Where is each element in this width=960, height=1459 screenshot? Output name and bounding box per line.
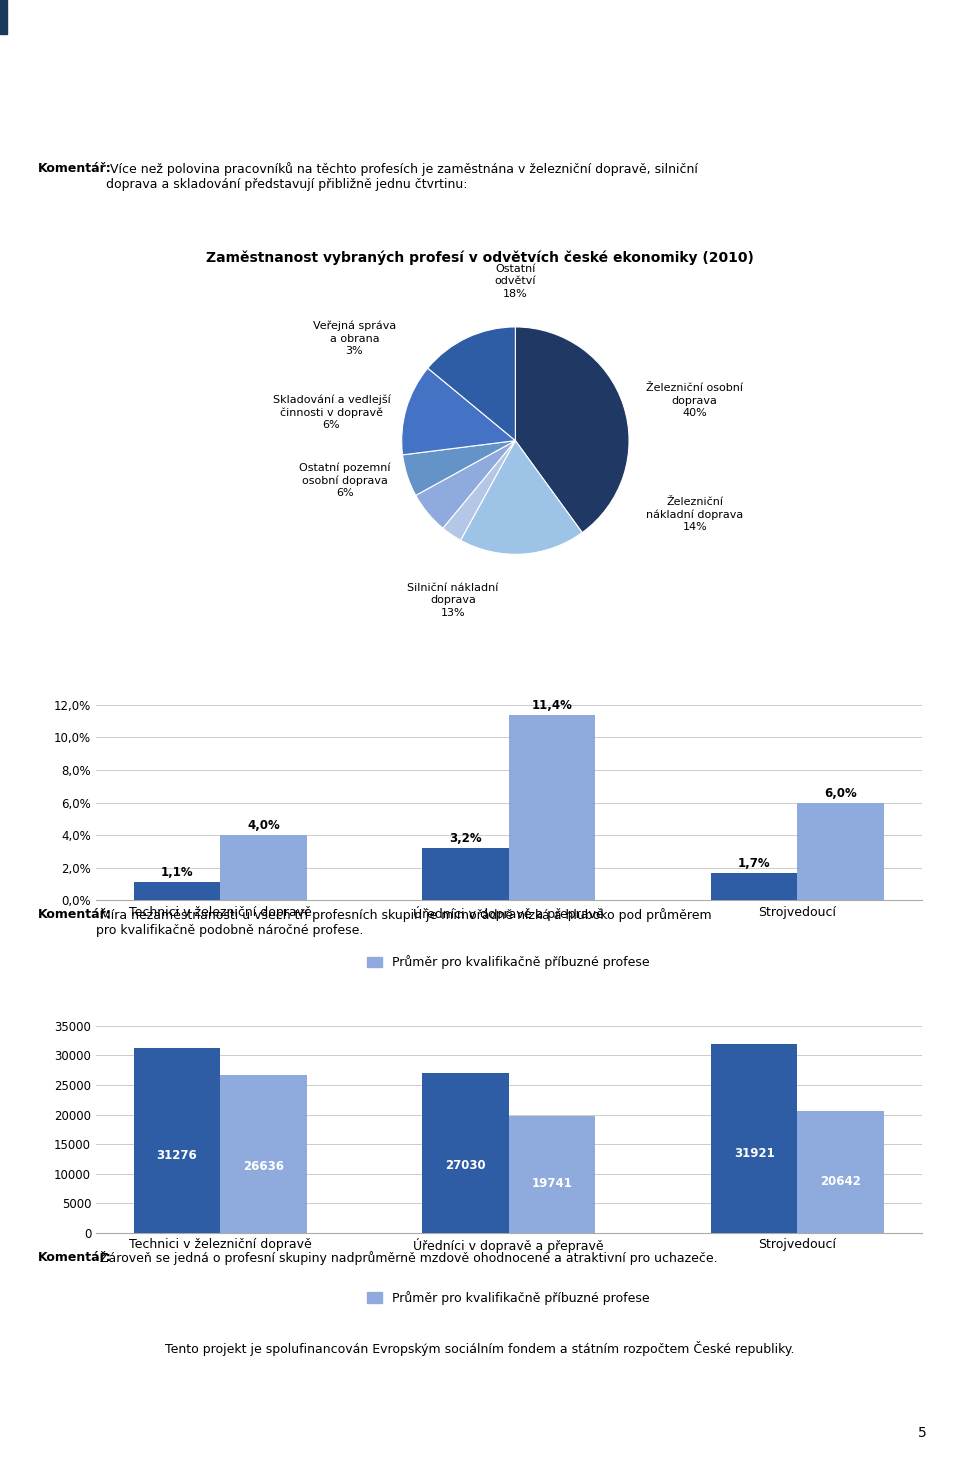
- Text: 31921: 31921: [733, 1147, 775, 1160]
- Text: 3,2%: 3,2%: [449, 832, 482, 845]
- Bar: [0, 0, 7, 34]
- Text: 31276: 31276: [156, 1148, 197, 1161]
- Wedge shape: [461, 441, 582, 554]
- Text: Komentář:: Komentář:: [37, 162, 111, 175]
- Text: Komentář:: Komentář:: [37, 907, 111, 921]
- Text: 27030: 27030: [445, 1160, 486, 1172]
- Bar: [509, 1116, 595, 1233]
- Legend: Průměr pro kvalifikačně příbuzné profese: Průměr pro kvalifikačně příbuzné profese: [363, 1285, 655, 1310]
- Text: 20642: 20642: [821, 1174, 861, 1188]
- Bar: [798, 802, 884, 900]
- Text: Veřejná správa
a obrana
3%: Veřejná správa a obrana 3%: [313, 321, 396, 356]
- Bar: [133, 883, 220, 900]
- Text: Ostatní
odvětví
18%: Ostatní odvětví 18%: [494, 264, 536, 299]
- Wedge shape: [416, 441, 516, 528]
- Legend: Průměr pro kvalifikačně příbuzné profese: Průměr pro kvalifikačně příbuzné profese: [363, 950, 655, 975]
- Text: Více než polovina pracovníků na těchto profesích je zaměstnána v železniční dopr: Více než polovina pracovníků na těchto p…: [106, 162, 697, 191]
- Text: Silniční nákladní
doprava
13%: Silniční nákladní doprava 13%: [407, 582, 498, 617]
- Bar: [509, 715, 595, 900]
- Text: 6,0%: 6,0%: [825, 786, 857, 800]
- Text: Míra nezaměstnanosti pro klíčové profese (typové pozice) – 2010, v %: Míra nezaměstnanosti pro klíčové profese…: [35, 641, 527, 652]
- Text: Zároveň se jedná o profesní skupiny nadprůměrně mzdově ohodnocené a atraktivní p: Zároveň se jedná o profesní skupiny nadp…: [96, 1250, 718, 1265]
- Text: Skladování a vedlejší
činnosti v dopravě
6%: Skladování a vedlejší činnosti v dopravě…: [273, 394, 391, 430]
- Text: Mzdová atraktivita pro klíčové profese (typové pozice) – 2010, v Kč: Mzdová atraktivita pro klíčové profese (…: [35, 969, 508, 980]
- Wedge shape: [402, 441, 516, 496]
- Wedge shape: [428, 327, 516, 441]
- Text: 19741: 19741: [532, 1177, 572, 1191]
- Text: Železniční osobní
doprava
40%: Železniční osobní doprava 40%: [646, 384, 743, 419]
- Text: Železniční
nákladní doprava
14%: Železniční nákladní doprava 14%: [646, 496, 743, 533]
- Bar: [710, 872, 798, 900]
- Text: 11,4%: 11,4%: [532, 699, 572, 712]
- Bar: [798, 1110, 884, 1233]
- Text: Komentář:: Komentář:: [37, 1250, 111, 1263]
- Bar: [710, 1045, 798, 1233]
- Text: Koncepce dalšího vzdělávání: Koncepce dalšího vzdělávání: [12, 10, 213, 23]
- Bar: [220, 835, 307, 900]
- Text: Tento projekt je spolufinancován Evropským sociálním fondem a státním rozpočtem : Tento projekt je spolufinancován Evropsk…: [165, 1341, 795, 1355]
- Bar: [220, 1075, 307, 1233]
- Text: Ostatní pozemní
osobní doprava
6%: Ostatní pozemní osobní doprava 6%: [299, 463, 391, 499]
- Bar: [133, 1048, 220, 1233]
- Text: Zaměstnanost podle odvětví: Zaměstnanost podle odvětví: [35, 117, 235, 128]
- Wedge shape: [401, 368, 516, 455]
- Bar: [422, 1072, 509, 1233]
- Text: 1,1%: 1,1%: [160, 867, 193, 880]
- Text: 5: 5: [918, 1427, 926, 1440]
- Wedge shape: [443, 441, 516, 540]
- Text: 1,7%: 1,7%: [738, 856, 771, 870]
- Text: Zaměstnanost vybraných profesí v odvětvích české ekonomiky (2010): Zaměstnanost vybraných profesí v odvětví…: [206, 251, 754, 266]
- Wedge shape: [516, 327, 629, 533]
- Text: Míra nezaměstnanosti u všech tří profesních skupin je mimořádně nízká a hluboko : Míra nezaměstnanosti u všech tří profesn…: [96, 907, 712, 937]
- Text: 26636: 26636: [243, 1160, 284, 1173]
- Bar: [422, 848, 509, 900]
- Text: 4,0%: 4,0%: [247, 818, 279, 832]
